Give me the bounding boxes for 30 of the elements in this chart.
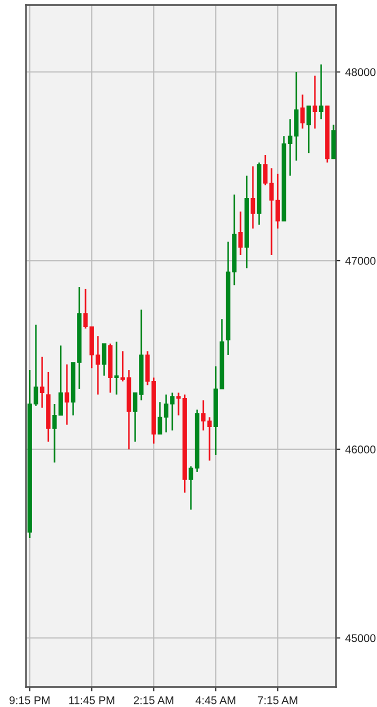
y-tick-label: 46000: [345, 446, 376, 454]
candlestick: [269, 167, 274, 256]
candlestick: [306, 105, 311, 154]
x-tick-label: 2:15 AM: [134, 696, 174, 704]
candlestick: [201, 399, 206, 432]
candlestick: [158, 401, 162, 435]
candlestick: [83, 288, 88, 330]
x-tick-label: 4:45 AM: [196, 696, 236, 704]
candlestick: [40, 356, 44, 409]
candlestick: [188, 466, 194, 510]
y-tick-label: 45000: [345, 634, 376, 642]
y-tick-label: 47000: [345, 256, 376, 265]
candlestick: [318, 64, 324, 120]
candlestick: [207, 416, 212, 462]
candlestick: [250, 166, 256, 230]
y-tick-label: 48000: [345, 68, 376, 76]
x-tick-label: 7:15 AM: [258, 696, 298, 704]
x-tick-label: 9:15 PM: [10, 696, 50, 704]
candlestick: [238, 210, 243, 256]
candlestick: [300, 94, 305, 130]
candlestick: [312, 74, 318, 130]
candlestick: [102, 342, 106, 376]
candlestick: [52, 403, 57, 464]
candlestick: [263, 154, 268, 186]
candlestick: [58, 344, 63, 416]
x-tick-label: 11:45 PM: [69, 696, 114, 704]
candlestick: [176, 392, 181, 416]
candlestick: [114, 340, 119, 396]
candlestick: [64, 364, 70, 426]
candlestick: [276, 173, 280, 230]
